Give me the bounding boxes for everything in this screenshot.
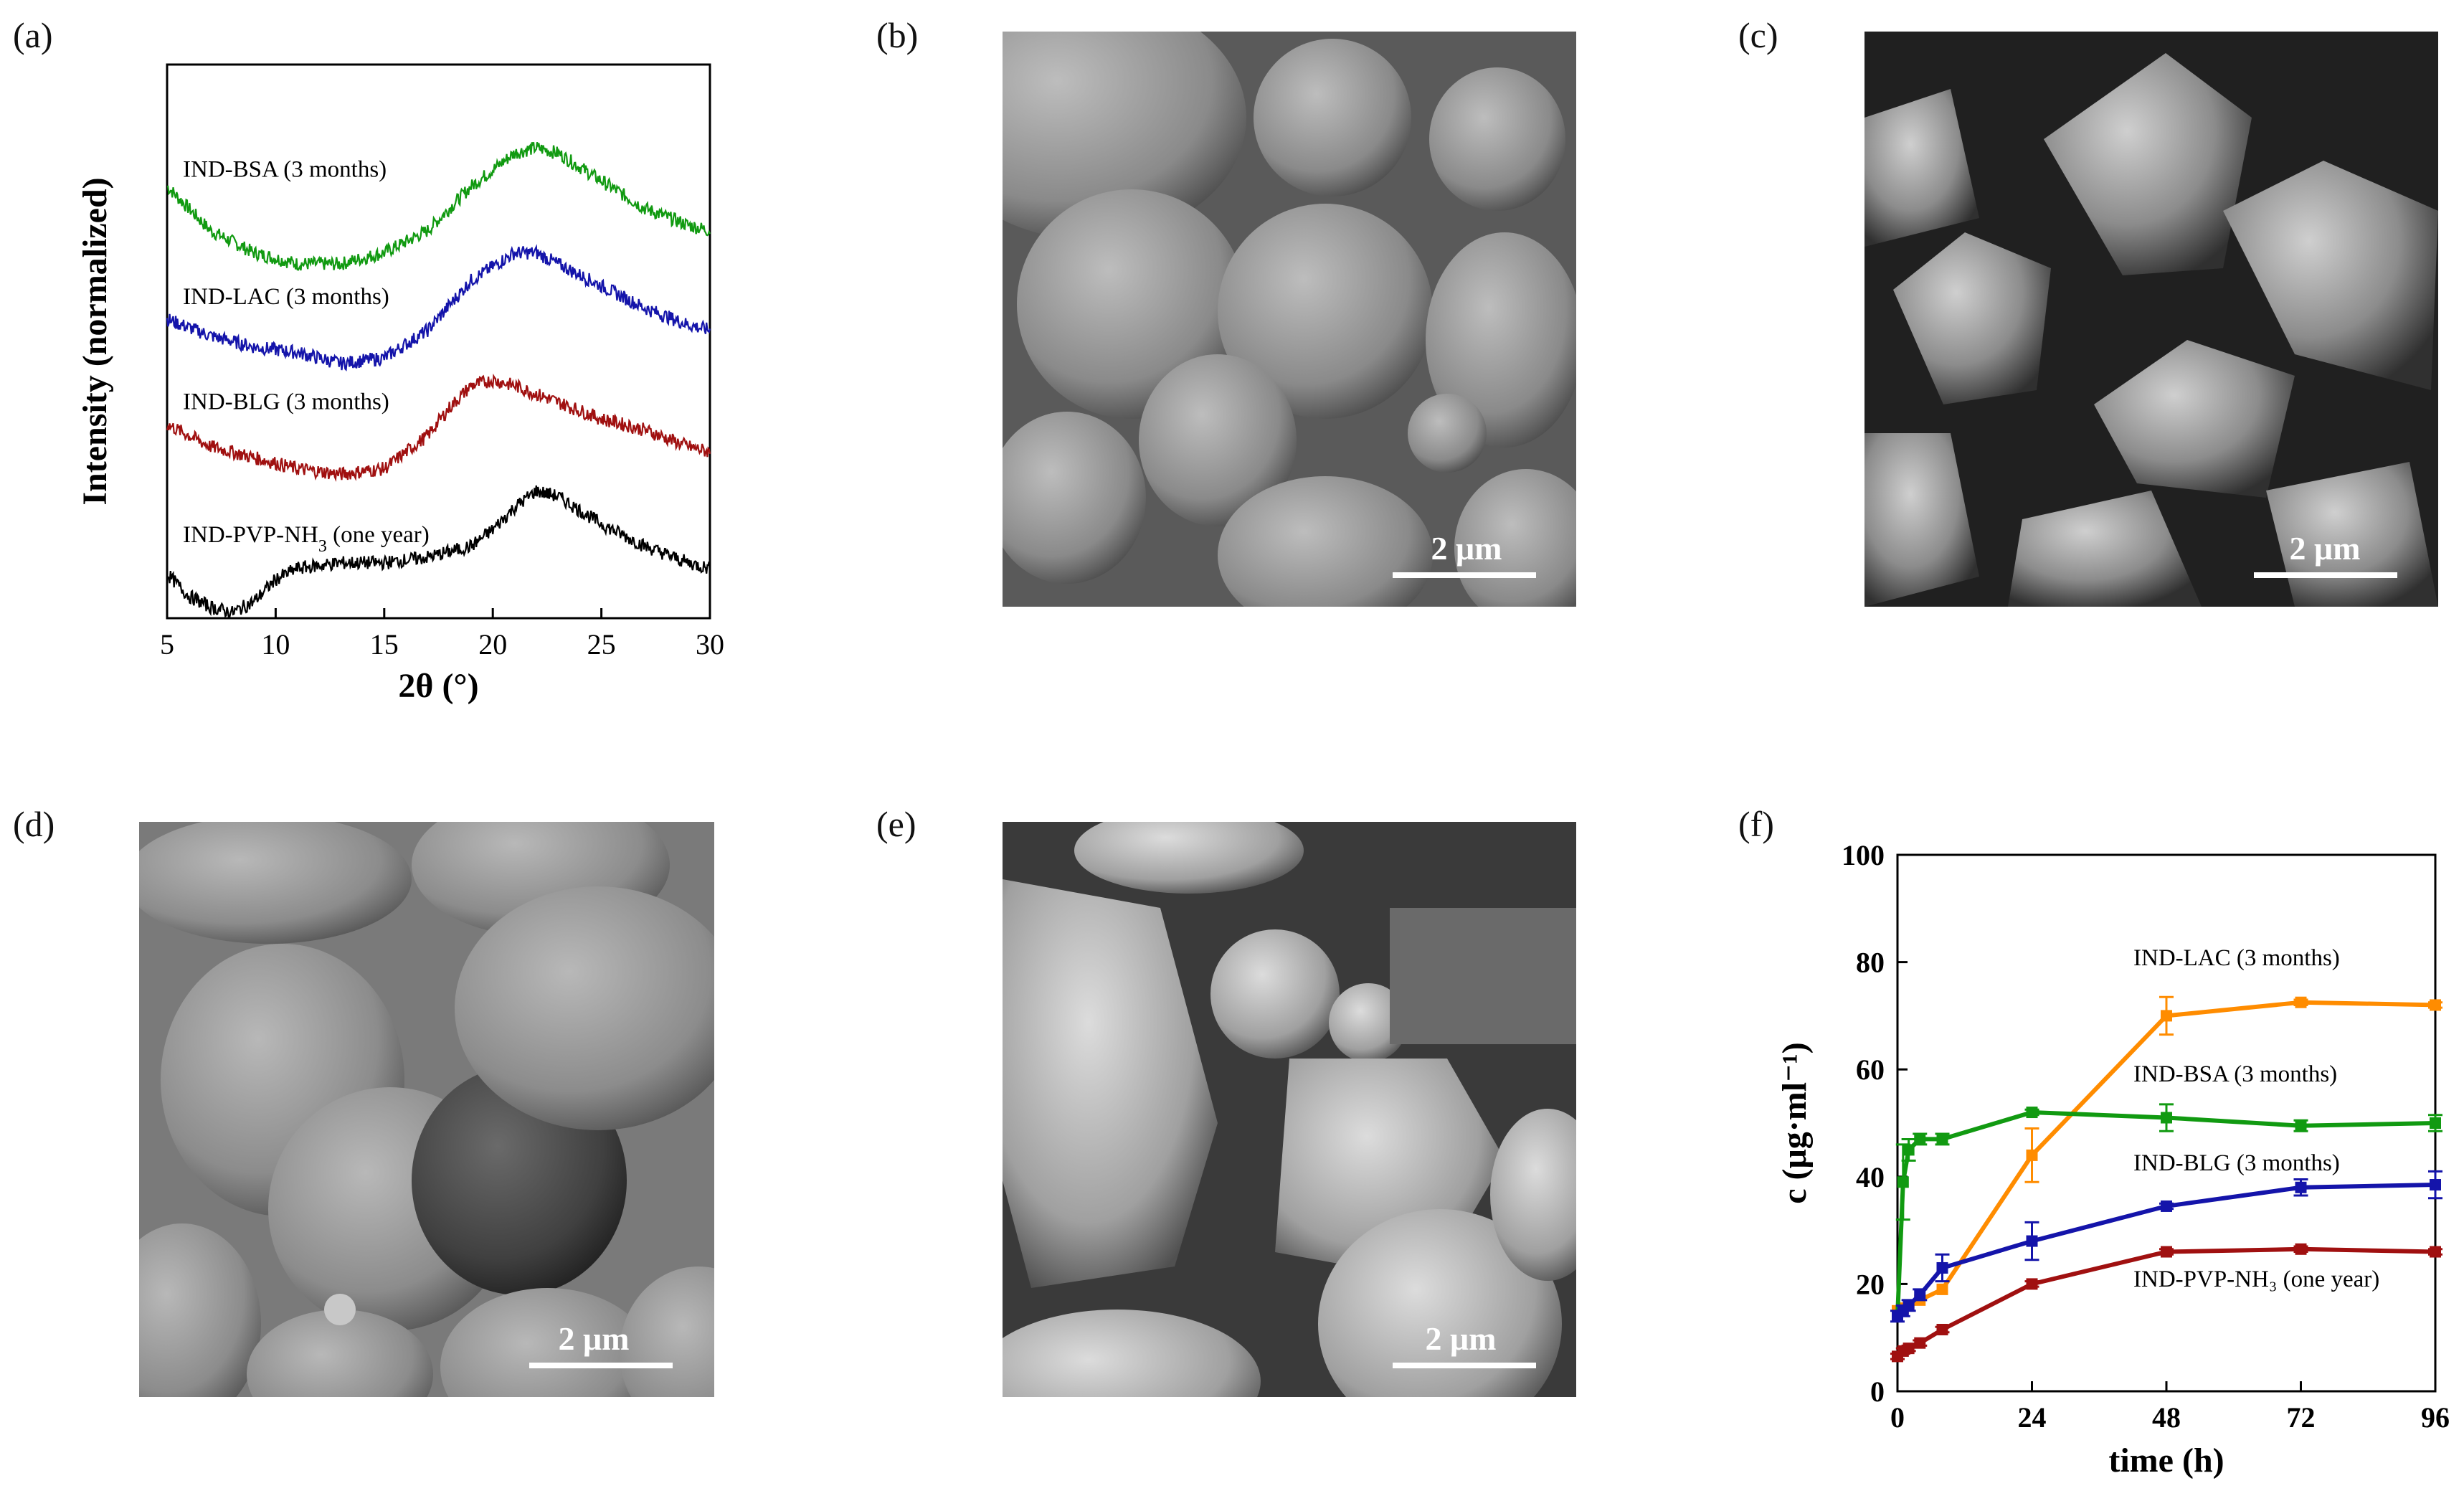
scale-label-e: 2 μm bbox=[1425, 1320, 1497, 1357]
y-tick-label: 80 bbox=[1856, 947, 1885, 979]
x-tick-label: 24 bbox=[2018, 1401, 2047, 1434]
scale-label-c: 2 μm bbox=[2289, 530, 2361, 567]
series-label: IND-BSA (3 months) bbox=[2133, 1061, 2337, 1087]
scale-bar-e bbox=[1393, 1363, 1536, 1368]
x-tick-label: 25 bbox=[587, 628, 616, 660]
panel-label-c: (c) bbox=[1738, 15, 1778, 55]
panel-label-f: (f) bbox=[1738, 804, 1774, 844]
panel-label-b: (b) bbox=[876, 15, 919, 55]
scale-label-d: 2 μm bbox=[558, 1320, 630, 1357]
series-line bbox=[1895, 1246, 2436, 1358]
y-tick-label: 60 bbox=[1856, 1053, 1885, 1086]
plot-frame bbox=[166, 63, 711, 620]
data-point bbox=[1936, 1261, 1948, 1274]
series-label: IND-PVP-NH₃ (one year) bbox=[2133, 1266, 2379, 1292]
data-point bbox=[1903, 1299, 1915, 1312]
panel-label-a: (a) bbox=[13, 15, 53, 55]
x-tick-label: 20 bbox=[478, 628, 507, 660]
sem-image-e bbox=[1003, 822, 1576, 1397]
y-axis-label: c (μg·ml⁻¹) bbox=[1776, 1042, 1814, 1204]
x-tick-label: 15 bbox=[370, 628, 399, 660]
y-tick-label: 0 bbox=[1870, 1375, 1885, 1408]
data-point bbox=[2295, 1181, 2307, 1193]
data-point bbox=[1936, 1133, 1948, 1145]
data-point bbox=[2161, 1112, 2172, 1124]
data-point bbox=[1897, 1176, 1909, 1188]
scale-bar-d bbox=[529, 1363, 673, 1368]
series-label: IND-BLG (3 months) bbox=[2133, 1150, 2340, 1176]
data-point bbox=[1914, 1133, 1926, 1145]
x-tick-label: 0 bbox=[1890, 1401, 1905, 1434]
xrd-series-line bbox=[166, 373, 711, 482]
data-point bbox=[2430, 1117, 2441, 1129]
xrd-series-line bbox=[166, 485, 711, 620]
data-point bbox=[1914, 1289, 1926, 1301]
x-tick-label: 10 bbox=[261, 628, 290, 660]
xrd-series-line bbox=[166, 141, 711, 271]
y-tick-label: 20 bbox=[1856, 1268, 1885, 1300]
sem-image-d bbox=[139, 822, 714, 1397]
data-point bbox=[2026, 1149, 2038, 1161]
series-label: IND-LAC (3 months) bbox=[183, 284, 389, 310]
data-point bbox=[2295, 1243, 2307, 1255]
data-point bbox=[1914, 1337, 1926, 1349]
series-label: IND-BSA (3 months) bbox=[183, 156, 387, 182]
data-point bbox=[2026, 1107, 2038, 1119]
panel-label-e: (e) bbox=[876, 804, 916, 844]
panel-label-d: (d) bbox=[13, 804, 55, 844]
data-point bbox=[1903, 1343, 1915, 1355]
sem-image-b bbox=[1003, 32, 1576, 607]
data-point bbox=[2161, 1200, 2172, 1212]
scale-bar-b bbox=[1393, 572, 1536, 578]
sem-image-c bbox=[1864, 32, 2438, 607]
x-axis-label: time (h) bbox=[2108, 1441, 2224, 1479]
data-point bbox=[2161, 1246, 2172, 1258]
data-point bbox=[2161, 1010, 2172, 1022]
x-tick-label: 72 bbox=[2287, 1401, 2316, 1434]
scale-bar-c bbox=[2254, 572, 2397, 578]
data-point bbox=[1936, 1323, 1948, 1335]
data-point bbox=[2430, 999, 2441, 1011]
data-point bbox=[2026, 1235, 2038, 1247]
dissolution-chart: 0 24 48 72 96 0 20 40 60 80 100 time (h) c (μg·ml⁻¹)… bbox=[1776, 839, 2450, 1479]
data-point bbox=[1903, 1144, 1915, 1156]
xrd-chart: 5 10 15 20 25 30 2θ (°) Intensity (normalized) I… bbox=[76, 63, 724, 705]
data-point bbox=[2430, 1246, 2441, 1258]
x-axis-label: 2θ (°) bbox=[398, 667, 478, 705]
series-label: IND-PVP-NH3 (one year) bbox=[183, 522, 430, 556]
x-tick-label: 5 bbox=[160, 628, 174, 660]
data-point bbox=[2430, 1179, 2441, 1191]
data-point bbox=[2295, 996, 2307, 1008]
y-tick-label: 100 bbox=[1842, 839, 1885, 871]
data-point bbox=[2295, 1119, 2307, 1132]
series-label: IND-BLG (3 months) bbox=[183, 389, 389, 415]
data-point bbox=[2026, 1278, 2038, 1290]
xrd-series-line bbox=[166, 244, 711, 371]
scale-label-b: 2 μm bbox=[1431, 530, 1502, 567]
data-point bbox=[1936, 1283, 1948, 1295]
y-tick-label: 40 bbox=[1856, 1161, 1885, 1193]
x-tick-label: 30 bbox=[696, 628, 724, 660]
y-axis-label: Intensity (normalized) bbox=[76, 177, 114, 505]
x-tick-label: 48 bbox=[2152, 1401, 2181, 1434]
series-label: IND-LAC (3 months) bbox=[2133, 945, 2340, 971]
x-tick-label: 96 bbox=[2421, 1401, 2450, 1434]
